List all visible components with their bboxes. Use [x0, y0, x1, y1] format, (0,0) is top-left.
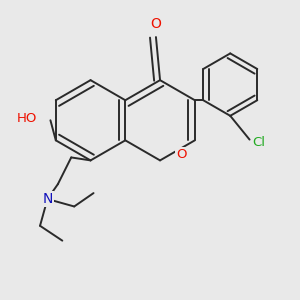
Text: O: O	[151, 17, 161, 31]
Text: O: O	[176, 148, 187, 161]
Text: HO: HO	[16, 112, 37, 125]
Text: Cl: Cl	[252, 136, 265, 149]
Text: N: N	[42, 192, 52, 206]
